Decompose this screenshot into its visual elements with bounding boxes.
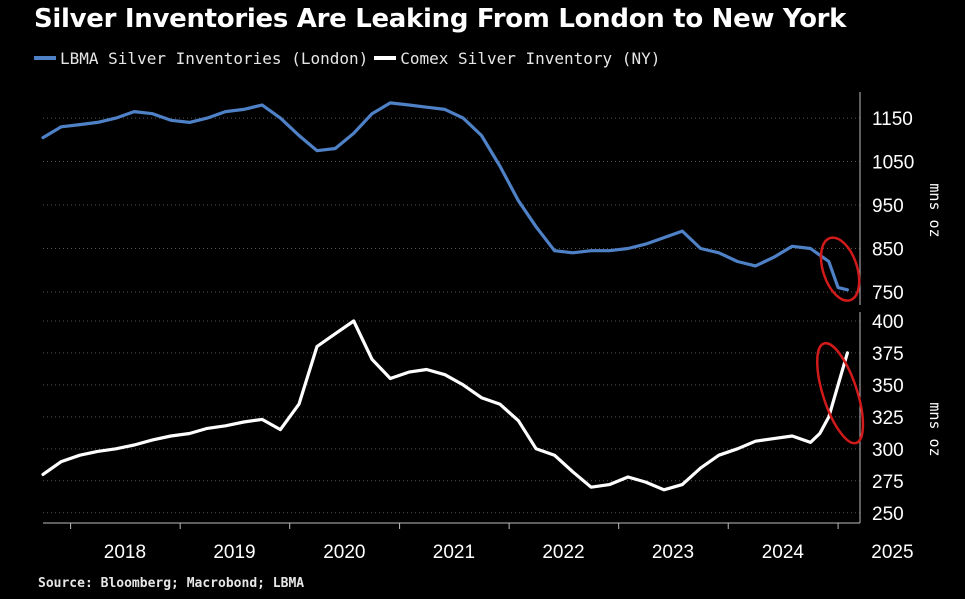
- x-tick-2020: 2020: [323, 542, 365, 563]
- x-tick-2023: 2023: [652, 542, 694, 563]
- y-tick-p1-1050: 1050: [872, 153, 914, 174]
- x-tick-2022: 2022: [542, 542, 584, 563]
- y-tick-p2-375: 375: [872, 344, 904, 365]
- y-tick-p1-750: 750: [872, 283, 904, 304]
- legend-item-comex: Comex Silver Inventory (NY): [374, 49, 660, 68]
- legend: LBMA Silver Inventories (London) Comex S…: [34, 47, 666, 69]
- legend-swatch-comex: [374, 56, 397, 60]
- y-tick-p1-950: 950: [872, 196, 904, 217]
- x-tick-2018: 2018: [104, 542, 146, 563]
- comex-series-line: [41, 319, 850, 492]
- legend-label-lbma: LBMA Silver Inventories (London): [60, 48, 369, 68]
- highlight-ellipse-p1: [819, 236, 861, 302]
- source-note: Source: Bloomberg; Macrobond; LBMA: [38, 576, 305, 591]
- x-tick-2025: 2025: [871, 542, 913, 563]
- y-tick-p2-325: 325: [872, 408, 904, 429]
- legend-item-lbma: LBMA Silver Inventories (London): [34, 49, 368, 68]
- x-tick-2021: 2021: [433, 542, 475, 563]
- y-unit-label-p1: mns oz: [926, 183, 944, 237]
- x-tick-2019: 2019: [213, 542, 255, 563]
- y-unit-label-p2: mns oz: [926, 402, 944, 456]
- y-tick-p2-275: 275: [872, 472, 904, 493]
- highlight-ellipse-p2: [815, 341, 865, 445]
- legend-swatch-lbma: [34, 56, 56, 60]
- y-tick-p2-250: 250: [872, 504, 904, 525]
- y-tick-p2-300: 300: [872, 440, 904, 461]
- y-tick-p2-400: 400: [872, 312, 904, 333]
- y-tick-p2-350: 350: [872, 376, 904, 397]
- y-tick-p1-850: 850: [872, 239, 904, 260]
- chart-title: Silver Inventories Are Leaking From Lond…: [34, 4, 847, 34]
- x-tick-2024: 2024: [762, 542, 805, 563]
- lbma-series-line: [41, 101, 850, 292]
- y-tick-p1-1150: 1150: [872, 109, 913, 130]
- legend-label-comex: Comex Silver Inventory (NY): [400, 48, 661, 68]
